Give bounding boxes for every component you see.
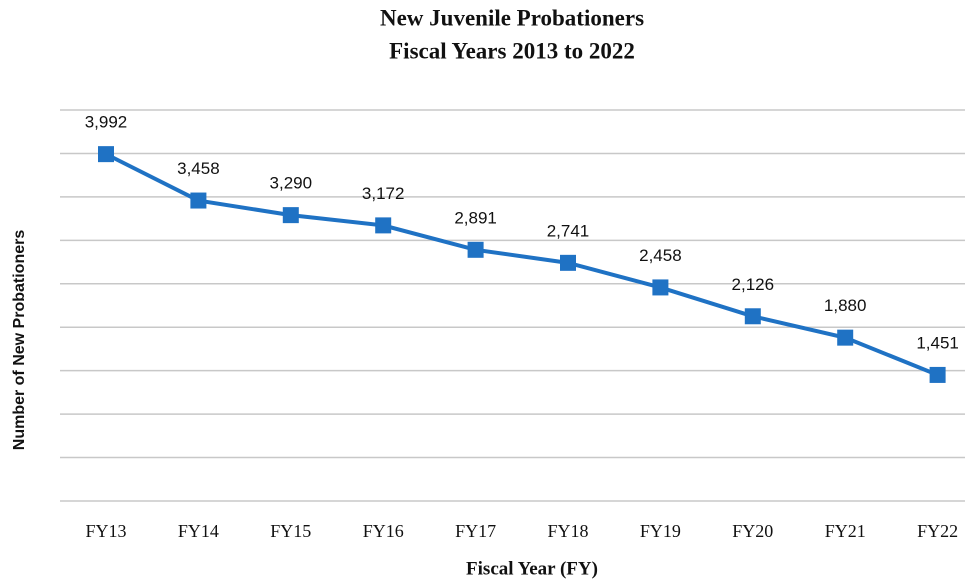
x-tick-label: FY19 (640, 521, 681, 541)
x-tick-label: FY13 (85, 521, 126, 541)
marker (190, 192, 207, 209)
data-label: 2,891 (454, 208, 497, 227)
data-label: 3,458 (177, 159, 220, 178)
marker (837, 329, 854, 346)
marker (929, 366, 946, 383)
data-label: 3,290 (270, 174, 313, 193)
x-axis-label: Fiscal Year (FY) (466, 558, 598, 579)
y-axis-label: Number of New Probationers (11, 230, 28, 451)
line (105, 152, 939, 377)
data-label: 2,458 (639, 246, 682, 265)
x-tick-label: FY22 (917, 521, 958, 541)
marker (375, 217, 392, 234)
marker (652, 279, 669, 296)
x-tick-label: FY20 (732, 521, 773, 541)
marker (744, 308, 761, 325)
data-label: 1,451 (916, 333, 959, 352)
x-tick-label: FY18 (547, 521, 588, 541)
marker (560, 254, 576, 271)
x-tick-label: FY16 (363, 521, 404, 541)
x-tick-label: FY15 (270, 521, 311, 541)
data-label: 2,741 (547, 221, 590, 240)
data-label: 3,172 (362, 184, 405, 203)
data-label: 2,126 (732, 275, 775, 294)
x-tick-label: FY17 (455, 521, 496, 541)
marker (282, 207, 299, 224)
x-tick-label: FY14 (178, 521, 219, 541)
chart-subtitle: Fiscal Years 2013 to 2022 (389, 38, 635, 63)
x-tick-label: FY21 (825, 521, 866, 541)
marker (467, 241, 484, 258)
marker (98, 146, 114, 163)
chart-title: New Juvenile Probationers (380, 5, 644, 30)
data-label: 1,880 (824, 296, 867, 315)
data-label: 3,992 (85, 113, 128, 132)
